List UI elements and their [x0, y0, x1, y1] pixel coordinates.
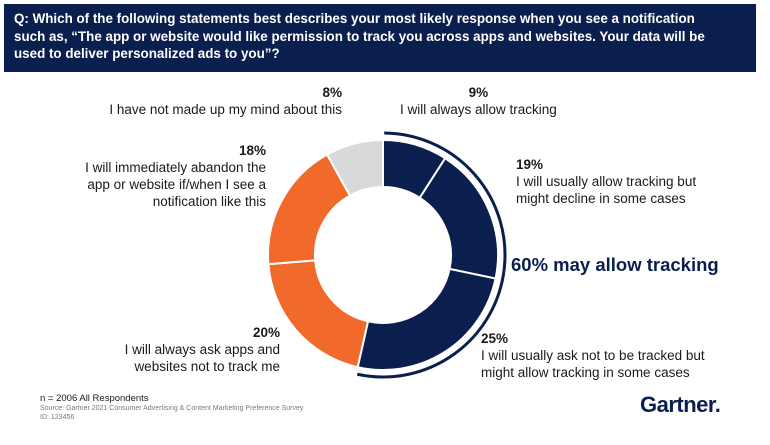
label-undecided-pct: 8% [322, 85, 342, 100]
label-always-ask-not: 20% I will always ask apps and websites … [125, 324, 280, 375]
donut-slice-undecided [325, 138, 384, 197]
label-usually-ask-not: 25% I will usually ask not to be tracked… [481, 330, 705, 381]
label-always-allow-text: I will always allow tracking [400, 102, 557, 117]
label-usually-allow-text-1: I will usually allow tracking but [516, 174, 697, 189]
label-usually-allow-text-2: might decline in some cases [516, 191, 686, 206]
label-abandon-text-1: I will immediately abandon the [85, 160, 266, 175]
label-usually-ask-not-text-1: I will usually ask not to be tracked but [481, 348, 705, 363]
label-always-ask-not-pct: 20% [252, 325, 280, 340]
allow-tracking-bracket-arc [356, 131, 507, 379]
question-header: Q: Which of the following statements bes… [4, 4, 756, 72]
donut-slice-always-ask-not [267, 259, 370, 369]
question-line-2: such as, “The app or website would like … [14, 28, 705, 44]
gartner-logo: Gartner. [640, 392, 721, 417]
allow-tracking-callout: 60% may allow tracking [511, 254, 719, 275]
question-line-3: used to deliver personalized ads to you”… [14, 46, 280, 61]
label-undecided-text: I have not made up my mind about this [109, 102, 342, 117]
label-always-allow: 9% I will always allow tracking [400, 84, 557, 118]
label-abandon-text-3: notification like this [152, 194, 266, 209]
label-abandon-pct: 18% [238, 143, 266, 158]
label-abandon: 18% I will immediately abandon the app o… [85, 142, 266, 210]
donut-slice-usually-ask-not [356, 267, 497, 371]
label-always-allow-pct: 9% [468, 85, 489, 100]
label-usually-allow-pct: 19% [516, 157, 544, 172]
chart-id: ID: 123456 [40, 414, 75, 421]
label-usually-ask-not-pct: 25% [481, 331, 509, 346]
source-note: Source: Gartner 2021 Consumer Advertisin… [40, 405, 304, 412]
label-abandon-text-2: app or website if/when I see a [87, 177, 266, 192]
label-undecided: 8% I have not made up my mind about this [109, 84, 342, 118]
question-line-1: Q: Which of the following statements bes… [14, 11, 695, 26]
respondent-count: n = 2006 All Respondents [40, 393, 149, 404]
label-always-ask-not-text-1: I will always ask apps and [124, 342, 280, 357]
label-usually-allow: 19% I will usually allow tracking but mi… [516, 156, 696, 207]
label-usually-ask-not-text-2: might allow tracking in some cases [481, 365, 690, 380]
label-always-ask-not-text-2: websites not to track me [134, 359, 280, 374]
